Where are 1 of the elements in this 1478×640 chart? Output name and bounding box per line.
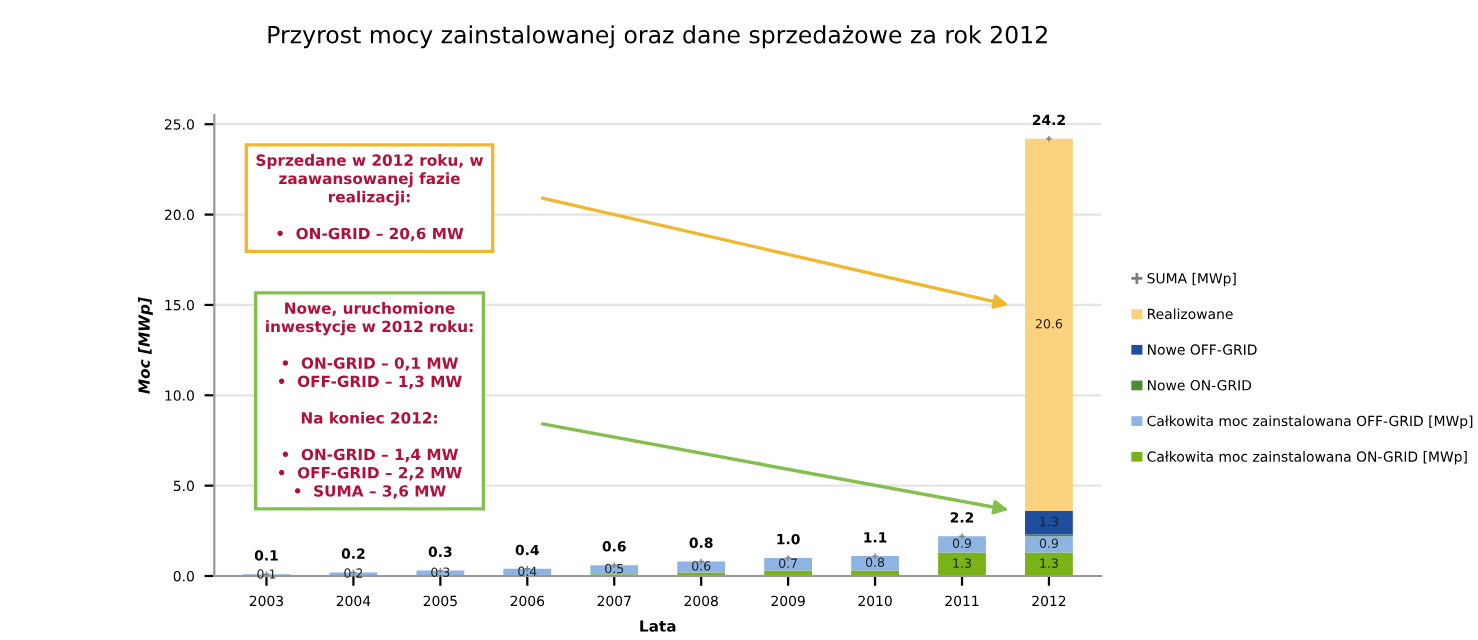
chart-title: Przyrost mocy zainstalowanej oraz dane sprzedażowe za rok 2012 [268,25,1047,49]
